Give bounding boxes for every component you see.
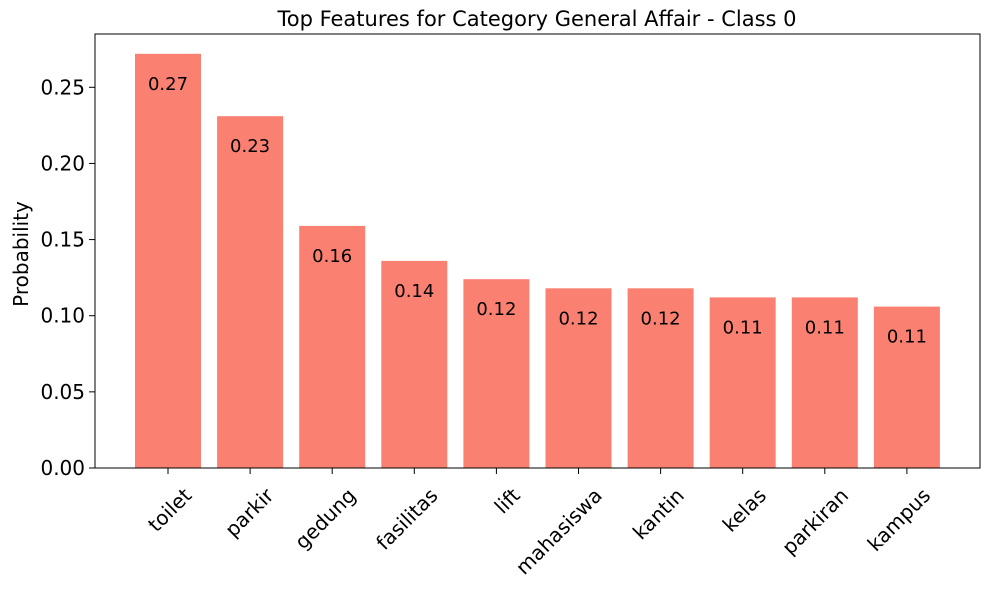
- x-tick-label-kelas: kelas: [718, 483, 771, 536]
- data-labels-group: 0.27 0.23 0.16 0.14 0.12 0.12 0.12 0.11 0.11 0.11: [148, 74, 927, 348]
- y-tick-label: 0.15: [40, 228, 85, 252]
- x-tick-label-fasilitas: fasilitas: [371, 483, 442, 554]
- bar-kantin: [627, 288, 694, 468]
- bar-toilet: [135, 53, 201, 469]
- bar-mahasiswa: [545, 288, 612, 468]
- y-axis: 0.00 0.05 0.10 0.15 0.20 0.25: [40, 75, 95, 480]
- x-tick-label-parkiran: parkiran: [777, 483, 853, 559]
- x-axis: toilet parkir gedung fasilitas liftmahasiswa…: [143, 468, 935, 579]
- x-tick-label-parkir: parkir: [220, 483, 279, 542]
- bar-parkiran: [791, 297, 858, 468]
- x-tick-label-mahasiswa: mahasiswa: [511, 483, 607, 579]
- data-label-parkiran: 0.11: [805, 317, 845, 338]
- data-label-kampus: 0.11: [887, 327, 927, 348]
- x-tick-label-kampus: kampus: [863, 483, 936, 556]
- x-tick-label-kantin: kantin: [628, 483, 689, 544]
- y-tick-label: 0.20: [40, 151, 85, 175]
- bar-gedung: [299, 225, 366, 468]
- x-tick-label-lift: lift: [490, 483, 525, 518]
- y-axis-label: Probability: [9, 201, 33, 307]
- bar-lift: [463, 279, 530, 468]
- data-label-fasilitas: 0.14: [394, 281, 434, 302]
- data-label-gedung: 0.16: [312, 246, 352, 267]
- data-label-mahasiswa: 0.12: [558, 308, 598, 329]
- bar-kelas: [709, 297, 776, 468]
- chart-title: Top Features for Category General Affair…: [276, 7, 796, 31]
- data-label-kelas: 0.11: [723, 317, 763, 338]
- plot-frame: [94, 33, 981, 469]
- bar-fasilitas: [381, 260, 448, 468]
- y-tick-label: 0.10: [40, 304, 85, 328]
- data-label-parkir: 0.23: [230, 136, 270, 157]
- bars-group: [135, 53, 940, 469]
- y-tick-label: 0.25: [40, 75, 85, 99]
- bar-parkir: [217, 116, 284, 468]
- x-tick-label-toilet: toilet: [143, 483, 196, 536]
- data-label-kantin: 0.12: [641, 308, 681, 329]
- data-label-lift: 0.12: [476, 299, 516, 320]
- bar-kampus: [873, 306, 940, 468]
- x-tick-label-gedung: gedung: [290, 483, 361, 554]
- y-tick-label: 0.00: [40, 456, 85, 480]
- data-label-toilet: 0.27: [148, 74, 188, 95]
- y-tick-label: 0.05: [40, 380, 85, 404]
